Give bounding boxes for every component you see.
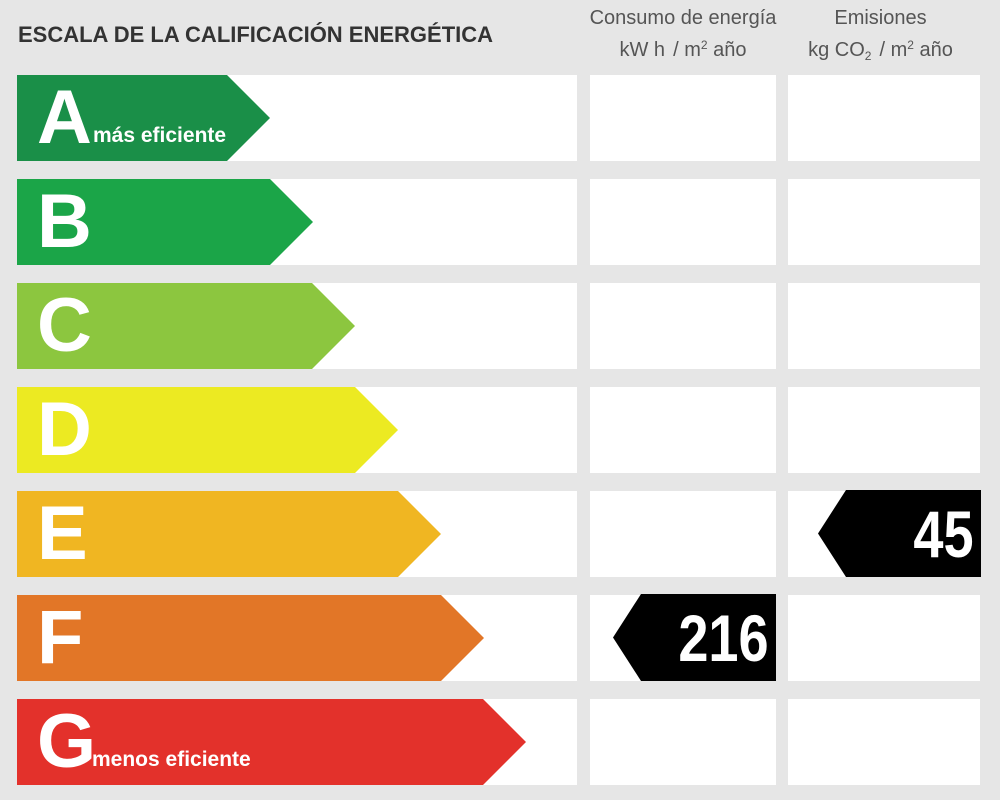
rating-arrow-d [17,387,398,473]
rating-arrow-b [17,179,313,265]
rating-arrow-c [17,283,355,369]
rating-bar-b: B [17,179,313,265]
emissions-column-unit: kg CO2/ m2 año [808,38,953,63]
emissions-value-cell-f [788,595,980,681]
scale-title: ESCALA DE LA CALIFICACIÓN ENERGÉTICA [18,22,494,47]
rating-bar-d: D [17,387,398,473]
rating-description-a: más eficiente [93,124,227,147]
energy-value-cell-b [590,179,776,265]
rating-arrow-e [17,491,441,577]
rating-bar-e: E [17,491,441,577]
rating-arrow-g [17,699,526,785]
emissions-column-header: Emisiones kg CO2/ m2 año [788,2,973,66]
rating-description-g: menos eficiente [92,748,251,771]
emissions-value-cell-a [788,75,980,161]
rating-arrow-f [17,595,484,681]
rating-bar-c: C [17,283,355,369]
emissions-value-cell-g [788,699,980,785]
emissions-value-tag: 45 [818,490,981,577]
emissions-value-tag-number: 45 [913,496,974,571]
rating-letter-c: C [37,283,92,368]
rating-letter-e: E [37,491,88,576]
energy-column-label: Consumo de energía [589,7,777,29]
rating-letter-a: A [37,75,92,160]
emissions-value-cell-d [788,387,980,473]
rating-letter-b: B [37,179,92,264]
emissions-value-cell-c [788,283,980,369]
rating-letter-g: G [37,699,97,784]
rating-letter-f: F [37,595,84,680]
energy-value-cell-d [590,387,776,473]
rating-arrow-a [17,75,270,161]
emissions-value-cell-b [788,179,980,265]
energy-value-tag-number: 216 [678,600,769,675]
rating-bar-f: F [17,595,484,681]
energy-value-tag: 216 [613,594,776,681]
energy-value-cell-g [590,699,776,785]
energy-value-cell-c [590,283,776,369]
emissions-column-label: Emisiones [834,7,927,29]
energy-column-header: Consumo de energía kW h / m2 año [578,2,788,66]
energy-value-cell-e [590,491,776,577]
energy-column-unit: kW h / m2 año [619,38,747,61]
rating-letter-d: D [37,387,92,472]
energy-value-cell-a [590,75,776,161]
